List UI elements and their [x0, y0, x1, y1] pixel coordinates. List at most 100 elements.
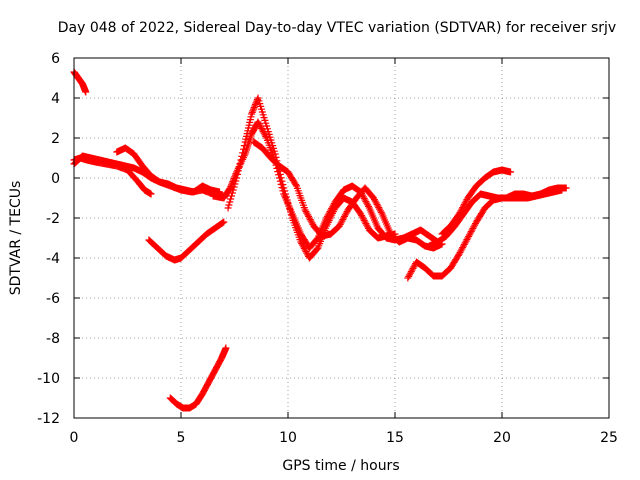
- data-point: [358, 212, 366, 220]
- data-point: [471, 221, 479, 229]
- series-arc-12: [438, 166, 515, 238]
- data-point: [279, 181, 287, 189]
- data-point: [249, 107, 257, 115]
- data-point: [248, 110, 256, 118]
- data-point: [147, 190, 155, 198]
- data-point: [462, 197, 470, 205]
- data-point: [361, 218, 369, 226]
- data-point: [362, 198, 370, 206]
- series-arc-4: [113, 144, 224, 196]
- data-point: [235, 163, 243, 171]
- data-point: [298, 240, 306, 248]
- data-point: [376, 205, 384, 213]
- data-point: [461, 199, 469, 207]
- data-point: [307, 217, 315, 225]
- data-point: [303, 249, 311, 257]
- data-point: [406, 269, 414, 277]
- data-point: [285, 202, 293, 210]
- data-point: [299, 241, 307, 249]
- data-point: [248, 108, 256, 116]
- data-point: [254, 118, 262, 126]
- data-point: [303, 209, 311, 217]
- data-point: [468, 226, 476, 234]
- x-tick-label: 25: [600, 430, 618, 446]
- data-point: [287, 211, 295, 219]
- data-point: [339, 216, 347, 224]
- y-tick-label: 0: [51, 171, 60, 187]
- y-tick-label: -6: [46, 291, 60, 307]
- data-point: [308, 219, 316, 227]
- data-point: [297, 238, 305, 246]
- data-point: [471, 220, 479, 228]
- series-arc-6: [166, 344, 230, 412]
- data-point: [373, 200, 381, 208]
- data-point: [280, 184, 288, 192]
- plot-frame: [73, 57, 610, 419]
- data-point: [233, 170, 241, 178]
- data-point: [370, 196, 378, 204]
- data-point: [459, 242, 467, 250]
- data-point: [467, 228, 475, 236]
- data-point: [222, 344, 230, 352]
- data-point: [301, 246, 309, 254]
- data-point: [239, 145, 247, 153]
- grid-lines: [74, 58, 609, 418]
- data-point: [465, 232, 473, 240]
- data-point: [360, 216, 368, 224]
- data-point: [306, 216, 314, 224]
- x-tick-label: 15: [386, 430, 404, 446]
- data-point: [406, 271, 414, 279]
- data-point: [340, 212, 348, 220]
- data-point: [287, 208, 295, 216]
- data-point: [232, 177, 240, 185]
- data-point: [361, 196, 369, 204]
- data-point: [231, 180, 239, 188]
- data-point: [456, 248, 464, 256]
- data-point: [226, 198, 234, 206]
- data-point: [251, 100, 259, 108]
- data-point: [338, 217, 346, 225]
- data-point: [304, 211, 312, 219]
- data-point: [225, 201, 233, 209]
- data-point: [463, 236, 471, 244]
- data-point: [258, 126, 266, 134]
- y-tick-label: -2: [46, 211, 60, 227]
- data-point: [220, 218, 228, 226]
- data-point: [377, 208, 385, 216]
- data-point: [237, 156, 245, 164]
- data-point: [278, 177, 286, 185]
- y-axis-label: SDTVAR / TECUs: [8, 181, 24, 296]
- data-point: [277, 174, 285, 182]
- data-point: [458, 245, 466, 253]
- data-point: [363, 199, 371, 207]
- data-point: [234, 167, 242, 175]
- data-point: [371, 197, 379, 205]
- data-point: [300, 244, 308, 252]
- data-point: [276, 170, 284, 178]
- data-point: [359, 215, 367, 223]
- data-point: [375, 204, 383, 212]
- x-tick-labels: 0 5 10 15 20 25: [70, 430, 618, 446]
- data-point: [292, 181, 300, 189]
- data-point: [466, 229, 474, 237]
- data-point: [462, 237, 470, 245]
- data-point: [342, 209, 350, 217]
- data-point: [337, 219, 345, 227]
- data-point: [250, 105, 258, 113]
- x-tick-label: 20: [493, 430, 511, 446]
- data-point: [299, 243, 307, 251]
- data-point: [238, 152, 246, 160]
- data-point: [286, 205, 294, 213]
- data-point: [409, 264, 417, 272]
- data-point: [464, 234, 472, 242]
- y-tick-label: -12: [37, 411, 60, 427]
- data-point: [364, 223, 372, 231]
- data-point: [455, 210, 463, 218]
- data-point: [82, 88, 90, 96]
- data-point: [313, 245, 321, 253]
- data-point: [336, 220, 344, 228]
- data-point: [253, 96, 261, 104]
- data-point: [257, 123, 265, 131]
- data-point: [260, 129, 268, 137]
- axis-ticks: [73, 57, 610, 419]
